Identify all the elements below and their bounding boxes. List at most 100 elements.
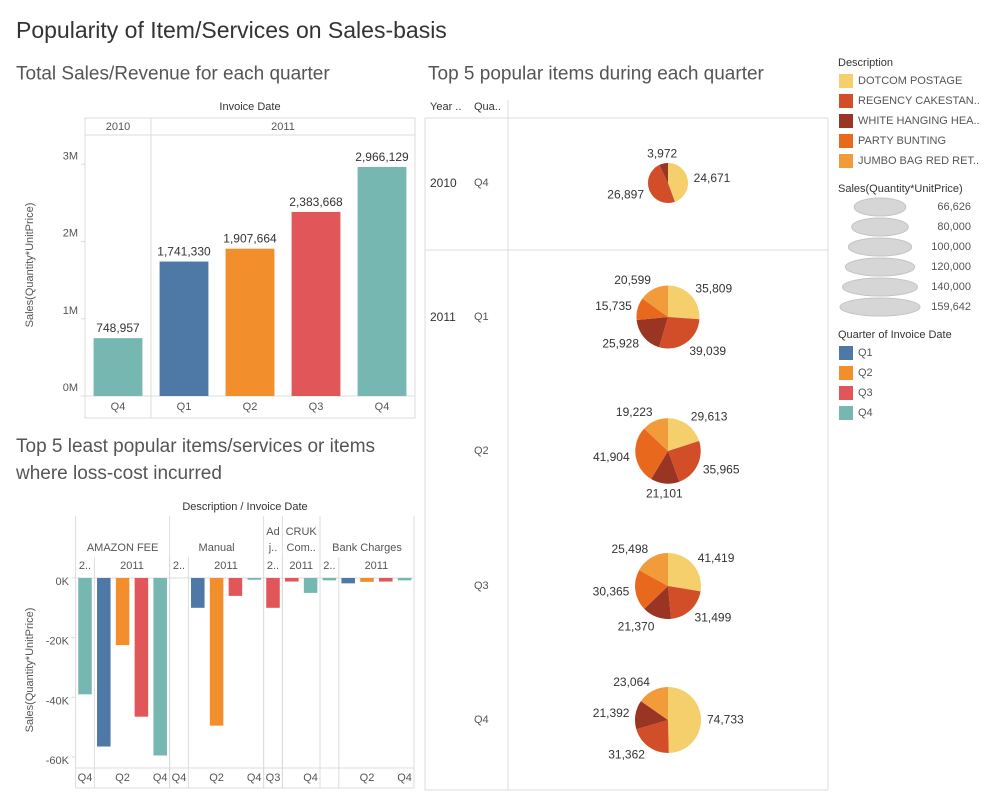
pie-slice [659,162,668,183]
legend-swatch [839,406,853,420]
x-group-label: Bank Charges [332,542,402,554]
size-legend-label: 159,642 [931,301,971,313]
x-tick-label: Q1 [177,401,192,413]
bar [247,577,261,580]
value-label: 35,809 [695,282,732,296]
size-legend-mark [844,257,916,277]
x-tick-label: Q4 [172,772,187,784]
chart-title-box: Top 5 least popular items/services or it… [16,436,375,484]
pie-slice [639,553,668,586]
bar [285,577,299,582]
legend-swatch [839,134,853,148]
pie-slice [640,686,668,720]
pie-slice [647,164,675,204]
row-quarter: Q4 [474,177,489,189]
row-header: Year .. [430,101,461,113]
x-subgroup-label-box: 2011 [214,560,238,572]
bar [357,166,407,396]
value-label: 41,904 [593,450,630,464]
size-legend-label: 80,000 [937,221,971,233]
pie-slice [668,686,702,754]
bar [115,577,130,646]
value-label: 19,223 [616,405,653,419]
x-group-label-box: CRUK Com.. [285,526,317,554]
legend-swatch [839,94,853,108]
row-year: 2010 [430,176,457,190]
x-tick-label: Q4 [247,772,262,784]
panel-border [84,117,416,419]
y-axis-label: Sales(Quantity*UnitPrice) [24,203,36,328]
x-subgroup-label-box: 2.. [323,560,336,572]
value-label: 30,365 [593,585,630,599]
legend-label: REGENCY CAKESTAN.. [858,95,980,107]
bar [291,211,341,396]
y-tick-label: 2M [63,228,78,240]
x-subgroup-label-box: 2.. [266,560,280,572]
value-label: 26,897 [607,188,644,202]
legend-label: WHITE HANGING HEA.. [858,115,980,127]
pie-slice [635,428,668,480]
pie-slice [636,720,669,754]
bar [97,577,111,747]
x-subgroup-label-box: 2011 [365,560,389,572]
pie-slice [644,586,671,619]
size-legend-mark [847,237,913,257]
legend-swatch [839,386,853,400]
x-subgroup-label-box: 2.. [173,560,185,572]
x-group-label-box: Ad j.. [266,526,280,554]
size-legend-mark [851,217,909,237]
size-legend-label: 140,000 [931,281,971,293]
x-tick-label: Q3 [266,772,281,784]
y-tick-label: 1M [63,305,78,317]
bar [379,577,393,582]
legend-title: Quarter of Invoice Date [838,329,952,341]
pie-slice [659,317,700,349]
value-label: 39,039 [689,344,726,358]
value-label: 25,498 [611,542,648,556]
y-tick-label: -40K [46,695,70,707]
x-group-label-box: AMAZON FEE [87,542,159,554]
x-group-label: CRUK Com.. [285,526,317,554]
pie-slice [635,570,668,609]
value-label: 25,928 [602,336,639,350]
legend-swatch [839,114,853,128]
legend-label: Q3 [858,387,873,399]
pie-slice [642,285,668,317]
row-quarter: Q3 [474,580,489,592]
value-label: 41,419 [698,551,735,565]
legend-swatch [839,366,853,380]
legend-label: PARTY BUNTING [858,135,946,147]
bar [78,577,92,695]
x-tick-label: Q4 [78,772,93,784]
x-tick-label: Q2 [115,772,130,784]
dashboard-title: Popularity of Item/Services on Sales-bas… [16,17,447,43]
x-group-label-box: Bank Charges [332,542,402,554]
x-tick-label: Q4 [397,772,412,784]
bar [303,577,318,593]
x-group-label: Ad j.. [266,526,280,554]
x-tick-label: Q4 [375,401,390,413]
bar [191,577,205,608]
pie-slice [668,162,689,202]
value-label: 35,965 [703,463,740,477]
x-group-label: 2011 [271,121,295,133]
legend-label: JUMBO BAG RED RET.. [858,155,979,167]
legend-label: Q1 [858,347,873,359]
x-subgroup-label: 2.. [323,560,336,572]
value-label: 3,972 [647,147,677,161]
y-axis-label: Sales(Quantity*UnitPrice) [24,608,36,733]
pie-slice [634,701,668,730]
size-legend-mark [839,297,921,317]
legend-label: DOTCOM POSTAGE [858,75,962,87]
bar [397,577,412,581]
row-year: 2011 [430,310,456,324]
x-group-label: Manual [198,542,235,554]
legend-label: Q2 [858,367,873,379]
bar [134,577,149,717]
x-subgroup-label: 2.. [266,560,280,572]
bar [153,577,167,756]
value-label: 31,362 [608,748,645,762]
bar [360,577,374,582]
pie-slice [668,440,701,482]
legend-label: Q4 [858,407,873,419]
